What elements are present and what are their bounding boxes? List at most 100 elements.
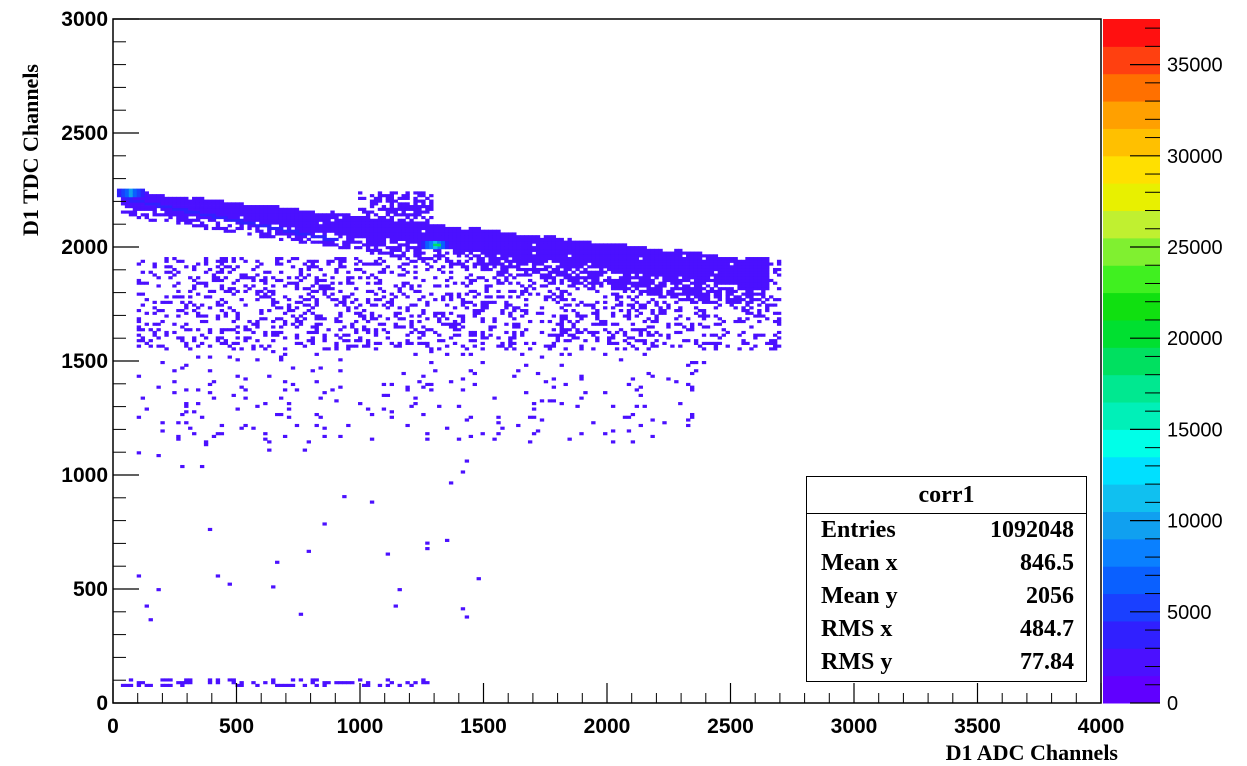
heatmap-cell: [650, 262, 655, 266]
heatmap-cell: [219, 341, 225, 345]
heatmap-cell: [646, 284, 651, 288]
heatmap-cell: [547, 344, 553, 348]
heatmap-cell: [298, 270, 304, 274]
heatmap-cell: [298, 678, 304, 682]
heatmap-cell: [235, 205, 240, 209]
heatmap-cell: [678, 273, 683, 277]
heatmap-cell: [642, 265, 647, 269]
heatmap-cell: [638, 246, 643, 250]
heatmap-cell: [160, 199, 165, 203]
heatmap-cell: [314, 224, 319, 228]
heatmap-cell: [729, 276, 734, 280]
heatmap-cell: [263, 276, 268, 280]
heatmap-cell: [516, 322, 521, 326]
heatmap-cell: [286, 298, 292, 302]
heatmap-cell: [678, 254, 683, 258]
heatmap-cell: [444, 246, 450, 250]
heatmap-cell: [559, 265, 564, 269]
heatmap-cell: [551, 314, 557, 318]
heatmap-cell: [188, 289, 193, 293]
heatmap-cell: [425, 246, 430, 250]
heatmap-cell: [448, 380, 454, 384]
heatmap-cell: [587, 243, 592, 247]
heatmap-cell: [571, 251, 576, 255]
heatmap-cell: [168, 199, 173, 203]
heatmap-cell: [701, 311, 707, 315]
heatmap-cell: [369, 229, 375, 233]
heatmap-cell: [251, 681, 256, 685]
heatmap-cell: [314, 281, 319, 285]
heatmap-cell: [543, 259, 549, 263]
stats-row-mean-y: Mean y 2056: [807, 580, 1086, 613]
heatmap-cell: [535, 240, 541, 244]
heatmap-cell: [314, 259, 319, 263]
heatmap-cell: [670, 289, 675, 293]
heatmap-cell: [697, 309, 703, 313]
heatmap-cell: [425, 207, 430, 211]
heatmap-cell: [674, 322, 679, 326]
heatmap-cell: [286, 215, 292, 220]
heatmap-cell: [306, 267, 311, 272]
heatmap-cell: [207, 215, 213, 220]
heatmap-cell: [579, 262, 584, 266]
heatmap-cell: [358, 259, 363, 263]
heatmap-cell: [539, 399, 545, 403]
heatmap-cell: [563, 270, 568, 274]
heatmap-cell: [761, 265, 766, 269]
heatmap-cell: [508, 281, 513, 285]
heatmap-cell: [358, 226, 363, 231]
heatmap-cell: [579, 374, 584, 378]
heatmap-cell: [310, 678, 315, 682]
heatmap-cell: [381, 229, 387, 233]
heatmap-cell: [425, 196, 430, 200]
heatmap-cell: [488, 248, 493, 252]
heatmap-cell: [294, 257, 300, 261]
heatmap-cell: [437, 235, 442, 239]
heatmap-cell: [678, 292, 683, 296]
heatmap-cell: [267, 235, 272, 239]
heatmap-cell: [338, 224, 343, 228]
heatmap-cell: [294, 333, 300, 337]
heatmap-cell: [547, 246, 553, 250]
heatmap-cell: [310, 289, 315, 293]
heatmap-cell: [531, 287, 537, 291]
heatmap-cell: [524, 251, 529, 255]
heatmap-cell: [460, 243, 466, 247]
heatmap-cell: [524, 273, 529, 277]
heatmap-cell: [492, 232, 497, 236]
heatmap-cell: [579, 300, 584, 304]
heatmap-cell: [302, 311, 308, 315]
heatmap-cell: [737, 273, 742, 277]
heatmap-cell: [614, 284, 620, 288]
heatmap-cell: [140, 328, 146, 332]
heatmap-cell: [290, 221, 296, 225]
heatmap-cell: [298, 240, 304, 244]
heatmap-cell: [354, 339, 359, 343]
heatmap-cell: [638, 270, 643, 274]
heatmap-cell: [658, 257, 663, 261]
heatmap-cell: [693, 251, 699, 255]
heatmap-cell: [223, 276, 229, 280]
heatmap-cell: [484, 240, 489, 244]
heatmap-cell: [520, 333, 525, 337]
z-tick-label: 20000: [1167, 328, 1223, 350]
heatmap-cell: [184, 404, 189, 408]
heatmap-cell: [472, 237, 477, 242]
heatmap-cell: [674, 330, 679, 335]
heatmap-cell: [472, 311, 477, 315]
heatmap-cell: [393, 229, 398, 233]
heatmap-cell: [172, 210, 177, 214]
heatmap-cell: [741, 273, 746, 277]
heatmap-cell: [666, 262, 671, 266]
heatmap-cell: [251, 205, 256, 209]
heatmap-cell: [243, 210, 248, 214]
heatmap-cell: [342, 213, 347, 217]
heatmap-cell: [409, 322, 414, 326]
heatmap-cell: [488, 333, 493, 337]
heatmap-cell: [267, 289, 272, 293]
heatmap-cell: [500, 254, 505, 258]
heatmap-cell: [476, 229, 481, 233]
heatmap-cell: [354, 221, 359, 225]
heatmap-cell: [512, 248, 517, 252]
heatmap-cell: [666, 259, 671, 263]
